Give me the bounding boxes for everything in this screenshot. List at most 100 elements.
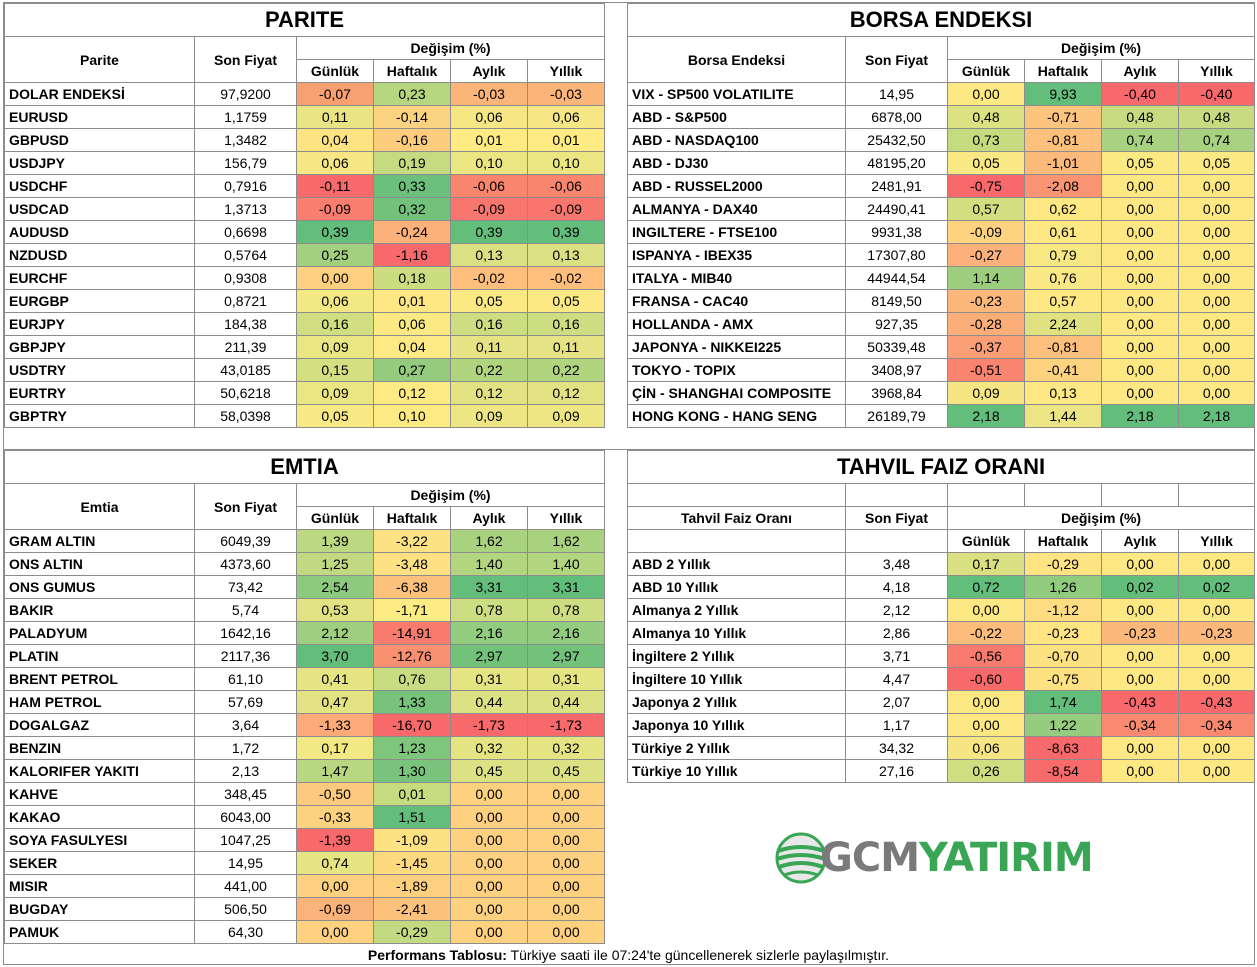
parite-header-change: Değişim (%) — [295, 36, 606, 60]
last-price: 1,3482 — [194, 128, 297, 152]
table-row: Japonya 2 Yıllık 2,07 0,00 1,74 -0,43 -0,43 — [627, 690, 1256, 714]
logo-yatirim: YATIRIM — [919, 835, 1094, 881]
instrument-name: MISIR — [4, 874, 195, 898]
table-row: ABD - RUSSEL2000 2481,91 -0,75 -2,08 0,00 0,0… — [627, 174, 1256, 198]
weekly-change: 0,76 — [373, 667, 451, 691]
instrument-name: Türkiye 10 Yıllık — [627, 759, 846, 783]
instrument-name: USDTRY — [4, 358, 195, 382]
instrument-name: GBPTRY — [4, 404, 195, 428]
daily-change: 0,04 — [296, 128, 374, 152]
daily-change: 0,06 — [947, 736, 1025, 760]
daily-change: 0,09 — [296, 335, 374, 359]
monthly-change: 0,09 — [450, 404, 528, 428]
instrument-name: ABD 10 Yıllık — [627, 575, 846, 599]
monthly-change: 0,00 — [1101, 243, 1179, 267]
weekly-change: 1,26 — [1024, 575, 1102, 599]
last-price: 2,07 — [845, 690, 948, 714]
monthly-change: 0,00 — [450, 920, 528, 944]
monthly-change: 0,00 — [450, 851, 528, 875]
last-price: 2117,36 — [194, 644, 297, 668]
weekly-change: -1,01 — [1024, 151, 1102, 175]
weekly-change: -3,22 — [373, 529, 451, 553]
yearly-change: 0,32 — [526, 736, 606, 760]
last-price: 2,12 — [845, 598, 948, 622]
monthly-change: 0,00 — [1101, 381, 1179, 405]
weekly-change: 0,23 — [373, 82, 451, 106]
yearly-change: 0,12 — [526, 381, 606, 405]
borsa-header-weekly: Haftalık — [1024, 59, 1102, 83]
yearly-change: 0,00 — [526, 851, 606, 875]
weekly-change: -14,91 — [373, 621, 451, 645]
daily-change: -1,33 — [296, 713, 374, 737]
instrument-name: ONS GUMUS — [4, 575, 195, 599]
weekly-change: 0,32 — [373, 197, 451, 221]
instrument-name: HONG KONG - HANG SENG — [627, 404, 846, 428]
instrument-name: Japonya 2 Yıllık — [627, 690, 846, 714]
monthly-change: 0,00 — [1101, 598, 1179, 622]
table-row: KALORIFER YAKITI 2,13 1,47 1,30 0,45 0,45 — [4, 759, 606, 783]
weekly-change: 0,62 — [1024, 197, 1102, 221]
daily-change: 1,47 — [296, 759, 374, 783]
instrument-name: KAHVE — [4, 782, 195, 806]
yearly-change: 0,00 — [1177, 552, 1256, 576]
last-price: 927,35 — [845, 312, 948, 336]
instrument-name: ABD - S&P500 — [627, 105, 846, 129]
footer-note: Performans Tablosu: Türkiye saati ile 07… — [0, 944, 1257, 966]
weekly-change: 0,79 — [1024, 243, 1102, 267]
weekly-change: 0,12 — [373, 381, 451, 405]
instrument-name: EURUSD — [4, 105, 195, 129]
instrument-name: USDJPY — [4, 151, 195, 175]
yearly-change: 2,16 — [526, 621, 606, 645]
emtia-header-yearly: Yıllık — [526, 506, 606, 530]
table-row: GRAM ALTIN 6049,39 1,39 -3,22 1,62 1,62 — [4, 529, 606, 553]
instrument-name: SEKER — [4, 851, 195, 875]
last-price: 57,69 — [194, 690, 297, 714]
weekly-change: 0,01 — [373, 782, 451, 806]
instrument-name: BUGDAY — [4, 897, 195, 921]
yearly-change: 0,00 — [1177, 335, 1256, 359]
yearly-change: 0,00 — [1177, 358, 1256, 382]
instrument-name: BRENT PETROL — [4, 667, 195, 691]
instrument-name: PALADYUM — [4, 621, 195, 645]
monthly-change: 0,00 — [1101, 197, 1179, 221]
daily-change: 0,17 — [947, 552, 1025, 576]
table-row: SEKER 14,95 0,74 -1,45 0,00 0,00 — [4, 851, 606, 875]
parite-header-daily: Günlük — [296, 59, 374, 83]
last-price: 441,00 — [194, 874, 297, 898]
table-row: ALMANYA - DAX40 24490,41 0,57 0,62 0,00 0,00 — [627, 197, 1256, 221]
last-price: 3,64 — [194, 713, 297, 737]
daily-change: -0,50 — [296, 782, 374, 806]
table-row: BRENT PETROL 61,10 0,41 0,76 0,31 0,31 — [4, 667, 606, 691]
weekly-change: 1,23 — [373, 736, 451, 760]
yearly-change: 0,00 — [526, 828, 606, 852]
daily-change: 0,00 — [947, 713, 1025, 737]
monthly-change: 0,10 — [450, 151, 528, 175]
table-row: NZDUSD 0,5764 0,25 -1,16 0,13 0,13 — [4, 243, 606, 267]
table-row: KAHVE 348,45 -0,50 0,01 0,00 0,00 — [4, 782, 606, 806]
borsa-header-change: Değişim (%) — [946, 36, 1256, 60]
table-row: ITALYA - MIB40 44944,54 1,14 0,76 0,00 0,00 — [627, 266, 1256, 290]
daily-change: -0,69 — [296, 897, 374, 921]
borsa-header-yearly: Yıllık — [1177, 59, 1256, 83]
daily-change: -0,33 — [296, 805, 374, 829]
table-row: SOYA FASULYESI 1047,25 -1,39 -1,09 0,00 0,00 — [4, 828, 606, 852]
borsa-header-price: Son Fiyat — [845, 36, 948, 83]
weekly-change: -8,54 — [1024, 759, 1102, 783]
table-row: ABD - S&P500 6878,00 0,48 -0,71 0,48 0,48 — [627, 105, 1256, 129]
instrument-name: Türkiye 2 Yıllık — [627, 736, 846, 760]
weekly-change: 1,44 — [1024, 404, 1102, 428]
yearly-change: 0,39 — [526, 220, 606, 244]
last-price: 1,1759 — [194, 105, 297, 129]
weekly-change: -6,38 — [373, 575, 451, 599]
monthly-change: 0,32 — [450, 736, 528, 760]
logo-text: GCMYATIRIM — [820, 835, 1094, 881]
instrument-name: EURGBP — [4, 289, 195, 313]
weekly-change: 0,57 — [1024, 289, 1102, 313]
borsa-title: BORSA ENDEKSI — [626, 3, 1256, 37]
weekly-change: -0,23 — [1024, 621, 1102, 645]
weekly-change: 0,76 — [1024, 266, 1102, 290]
instrument-name: ITALYA - MIB40 — [627, 266, 846, 290]
monthly-change: 0,05 — [450, 289, 528, 313]
table-row: EURCHF 0,9308 0,00 0,18 -0,02 -0,02 — [4, 266, 606, 290]
yearly-change: 0,00 — [1177, 644, 1256, 668]
